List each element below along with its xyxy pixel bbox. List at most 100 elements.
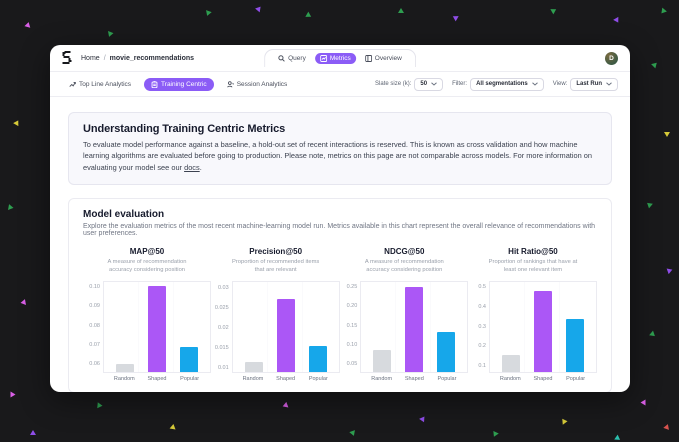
info-body-text: To evaluate model performance against a … — [83, 140, 593, 172]
book-icon — [364, 55, 372, 62]
slate-size-value: 50 — [420, 81, 428, 87]
tab-top-line-analytics-label: Top Line Analytics — [79, 80, 132, 88]
confetti-triangle — [451, 13, 459, 22]
tab-metrics[interactable]: Metrics — [314, 53, 356, 64]
tab-query[interactable]: Query — [273, 53, 311, 64]
slate-size-select[interactable]: 50 — [414, 77, 444, 91]
tab-overview[interactable]: Overview — [360, 53, 407, 64]
bar-shaped — [533, 291, 552, 373]
chevron-down-icon — [431, 82, 437, 86]
chart-hit-ratio-50: Hit Ratio@50 Proportion of rankings that … — [469, 247, 597, 382]
confetti-triangle — [13, 118, 21, 127]
info-body: To evaluate model performance against a … — [83, 139, 597, 173]
chart-ndcg-50: NDCG@50 A measure of recommendation accur… — [340, 247, 469, 383]
person-icon — [226, 80, 234, 88]
y-axis-tick-label: 0.20 — [346, 303, 358, 310]
chart-plot-area-wrapper: 0.10 0.09 0.08 0.07 0.06 — [89, 281, 211, 374]
bar-random — [116, 364, 134, 373]
view-control: View: Last Run — [552, 77, 618, 91]
tab-training-centric-label: Training Centric — [161, 80, 207, 88]
tab-session-analytics-label: Session Analytics — [236, 80, 288, 88]
y-axis-tick-label: 0.4 — [478, 303, 486, 310]
chart-plot-area: 0.25 0.20 0.15 0.10 0.05 — [347, 281, 469, 374]
chevron-down-icon — [531, 82, 538, 86]
shaped-logo-icon[interactable] — [62, 51, 73, 65]
chart-map-50: MAP@50 A measure of recommendation accura… — [83, 247, 211, 382]
search-icon — [278, 55, 285, 62]
y-axis-tick-label: 0.10 — [89, 283, 100, 290]
confetti-triangle — [24, 21, 32, 28]
confetti-triangle — [419, 414, 427, 423]
x-axis-label-shaped: Shaped — [276, 376, 296, 383]
x-axis-label-random: Random — [113, 376, 135, 383]
tab-session-analytics[interactable]: Session Analytics — [220, 78, 295, 91]
y-axis-tick-label: 0.2 — [478, 343, 486, 350]
chart-subtitle: Proportion of rankings that have at leas… — [488, 259, 578, 274]
chart-subtitle: Proportion of recommended items that are… — [231, 259, 320, 274]
confetti-triangle — [666, 266, 674, 275]
confetti-triangle — [20, 299, 26, 306]
x-axis-label-random: Random — [371, 376, 393, 383]
chart-plot-area-wrapper: 0.5 0.4 0.3 0.2 0.1 — [478, 281, 597, 374]
chart-plot-area-wrapper: 0.03 0.025 0.02 0.015 0.01 — [215, 281, 340, 374]
confetti-triangle — [169, 423, 177, 430]
confetti-triangle — [649, 330, 657, 339]
info-section: Understanding Training Centric Metrics T… — [68, 112, 612, 186]
tab-top-line-analytics[interactable]: Top Line Analytics — [62, 78, 138, 91]
chart-plot-area: 0.03 0.025 0.02 0.015 0.01 — [215, 281, 340, 374]
chart-subtitle: A measure of recommendation accuracy con… — [107, 259, 187, 274]
x-axis-label-shaped: Shaped — [404, 376, 424, 383]
y-axis-tick-label: 0.01 — [217, 365, 229, 372]
y-axis-tick-label: 0.25 — [346, 283, 358, 290]
bar-popular — [437, 332, 456, 373]
docs-link[interactable]: docs — [184, 162, 200, 172]
chart-plot-area: 0.5 0.4 0.3 0.2 0.1 — [478, 281, 597, 374]
bar-random — [244, 362, 263, 373]
confetti-triangle — [651, 60, 659, 69]
trending-icon — [69, 81, 76, 88]
tab-overview-label: Overview — [374, 55, 402, 62]
confetti-triangle — [30, 430, 36, 435]
y-axis-tick-label: 0.015 — [214, 345, 229, 352]
breadcrumb-home[interactable]: Home — [81, 54, 100, 62]
y-axis-tick-label: 0.09 — [89, 303, 100, 310]
user-avatar[interactable]: D — [605, 51, 618, 65]
confetti-triangle — [398, 8, 404, 13]
tab-training-centric[interactable]: Training Centric — [144, 77, 214, 91]
confetti-triangle — [645, 200, 653, 209]
confetti-triangle — [562, 418, 568, 425]
chart-subtitle: A measure of recommendation accuracy con… — [364, 259, 444, 274]
x-axis-label-random: Random — [499, 376, 521, 383]
y-axis-tick-label: 0.15 — [346, 322, 358, 329]
confetti-triangle — [204, 10, 212, 17]
confetti-triangle — [349, 430, 357, 437]
breadcrumb: Home / movie_recommendations — [81, 55, 194, 62]
y-axis-tick-label: 0.02 — [217, 325, 229, 332]
filter-select[interactable]: All segmentations — [470, 77, 544, 91]
info-title: Understanding Training Centric Metrics — [83, 123, 286, 135]
chart-title: Precision@50 — [249, 247, 303, 257]
y-axis-tick-label: 0.1 — [478, 363, 486, 370]
view-tabs: Query Metrics Overview — [264, 49, 416, 67]
breadcrumb-separator: / — [103, 54, 106, 62]
confetti-triangle — [108, 30, 114, 37]
view-label: View: — [552, 81, 568, 87]
chart-title: NDCG@50 — [384, 247, 425, 257]
confetti-triangle — [663, 423, 671, 430]
view-select[interactable]: Last Run — [570, 77, 618, 91]
bar-popular — [308, 346, 327, 373]
model-evaluation-section: Model evaluation Explore the evaluation … — [68, 198, 612, 392]
x-axis-label-shaped: Shaped — [147, 376, 167, 383]
y-axis-tick-label: 0.06 — [89, 361, 100, 368]
x-axis-label-popular: Popular — [566, 376, 586, 383]
clipboard-icon — [151, 80, 158, 88]
confetti-triangle — [659, 7, 667, 16]
confetti-triangle — [491, 430, 499, 439]
breadcrumb-current: movie_recommendations — [109, 54, 195, 62]
confetti-triangle — [255, 4, 263, 13]
chevron-down-icon — [606, 82, 612, 86]
chart-plot-area-wrapper: 0.25 0.20 0.15 0.10 0.05 — [347, 281, 469, 374]
filter-control: Filter: All segmentations — [452, 77, 544, 91]
y-axis-tick-label: 0.025 — [214, 305, 229, 312]
